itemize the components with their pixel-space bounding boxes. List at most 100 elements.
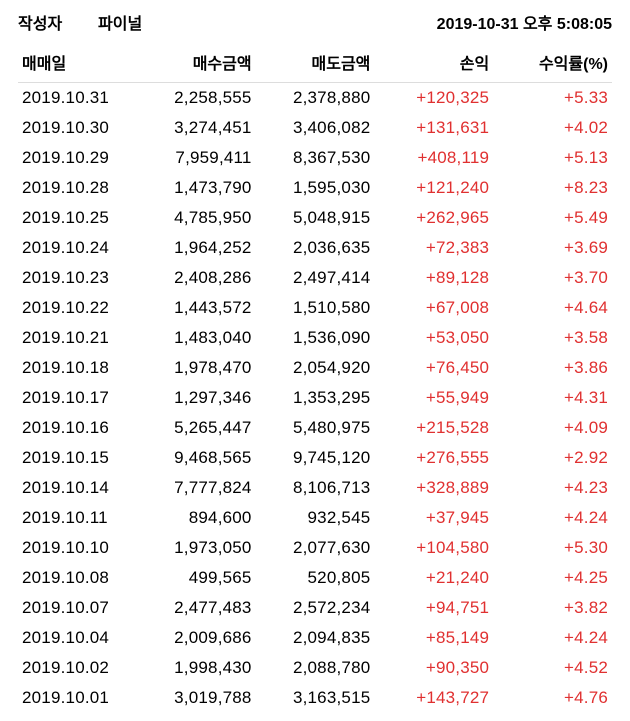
cell-rate: +4.64	[493, 293, 612, 323]
table-row: 2019.10.021,998,4302,088,780+90,350+4.52	[18, 653, 612, 683]
table-row: 2019.10.181,978,4702,054,920+76,450+3.86	[18, 353, 612, 383]
table-row: 2019.10.08499,565520,805+21,240+4.25	[18, 563, 612, 593]
cell-pl: +37,945	[374, 503, 493, 533]
table-row: 2019.10.303,274,4513,406,082+131,631+4.0…	[18, 113, 612, 143]
cell-buy: 7,777,824	[137, 473, 256, 503]
cell-buy: 4,785,950	[137, 203, 256, 233]
cell-buy: 499,565	[137, 563, 256, 593]
cell-rate: +4.31	[493, 383, 612, 413]
cell-rate: +4.76	[493, 683, 612, 713]
cell-pl: +408,119	[374, 143, 493, 173]
table-header-row: 매매일 매수금액 매도금액 손익 수익률(%)	[18, 42, 612, 83]
cell-rate: +3.82	[493, 593, 612, 623]
col-header-sell: 매도금액	[256, 42, 375, 83]
cell-buy: 1,998,430	[137, 653, 256, 683]
cell-date: 2019.10.30	[18, 113, 137, 143]
cell-sell: 932,545	[256, 503, 375, 533]
cell-rate: +2.92	[493, 443, 612, 473]
cell-sell: 1,353,295	[256, 383, 375, 413]
cell-buy: 2,009,686	[137, 623, 256, 653]
cell-rate: +3.86	[493, 353, 612, 383]
cell-pl: +131,631	[374, 113, 493, 143]
cell-rate: +5.13	[493, 143, 612, 173]
cell-rate: +4.52	[493, 653, 612, 683]
cell-buy: 2,408,286	[137, 263, 256, 293]
cell-pl: +85,149	[374, 623, 493, 653]
cell-buy: 1,443,572	[137, 293, 256, 323]
cell-date: 2019.10.17	[18, 383, 137, 413]
cell-buy: 1,973,050	[137, 533, 256, 563]
cell-date: 2019.10.15	[18, 443, 137, 473]
author-name: 파이널	[98, 10, 142, 34]
cell-pl: +90,350	[374, 653, 493, 683]
cell-pl: +89,128	[374, 263, 493, 293]
cell-pl: +215,528	[374, 413, 493, 443]
cell-sell: 2,054,920	[256, 353, 375, 383]
cell-sell: 9,745,120	[256, 443, 375, 473]
cell-date: 2019.10.04	[18, 623, 137, 653]
cell-buy: 1,473,790	[137, 173, 256, 203]
cell-sell: 1,510,580	[256, 293, 375, 323]
cell-pl: +121,240	[374, 173, 493, 203]
cell-sell: 1,595,030	[256, 173, 375, 203]
cell-buy: 9,468,565	[137, 443, 256, 473]
cell-pl: +76,450	[374, 353, 493, 383]
cell-sell: 5,480,975	[256, 413, 375, 443]
cell-date: 2019.10.16	[18, 413, 137, 443]
cell-date: 2019.10.07	[18, 593, 137, 623]
cell-buy: 7,959,411	[137, 143, 256, 173]
trade-table: 매매일 매수금액 매도금액 손익 수익률(%) 2019.10.312,258,…	[18, 42, 612, 713]
cell-date: 2019.10.08	[18, 563, 137, 593]
cell-pl: +72,383	[374, 233, 493, 263]
cell-pl: +120,325	[374, 83, 493, 114]
table-row: 2019.10.221,443,5721,510,580+67,008+4.64	[18, 293, 612, 323]
cell-date: 2019.10.24	[18, 233, 137, 263]
table-row: 2019.10.241,964,2522,036,635+72,383+3.69	[18, 233, 612, 263]
cell-rate: +8.23	[493, 173, 612, 203]
cell-date: 2019.10.28	[18, 173, 137, 203]
cell-rate: +5.33	[493, 83, 612, 114]
table-row: 2019.10.072,477,4832,572,234+94,751+3.82	[18, 593, 612, 623]
cell-rate: +5.49	[493, 203, 612, 233]
cell-sell: 2,572,234	[256, 593, 375, 623]
cell-pl: +94,751	[374, 593, 493, 623]
cell-pl: +328,889	[374, 473, 493, 503]
col-header-buy: 매수금액	[137, 42, 256, 83]
cell-pl: +67,008	[374, 293, 493, 323]
cell-date: 2019.10.22	[18, 293, 137, 323]
table-row: 2019.10.211,483,0401,536,090+53,050+3.58	[18, 323, 612, 353]
cell-date: 2019.10.02	[18, 653, 137, 683]
cell-buy: 2,477,483	[137, 593, 256, 623]
cell-date: 2019.10.11	[18, 503, 137, 533]
cell-pl: +143,727	[374, 683, 493, 713]
cell-date: 2019.10.31	[18, 83, 137, 114]
table-row: 2019.10.11894,600932,545+37,945+4.24	[18, 503, 612, 533]
header: 작성자 파이널 2019-10-31 오후 5:08:05	[18, 8, 612, 40]
table-row: 2019.10.312,258,5552,378,880+120,325+5.3…	[18, 83, 612, 114]
table-row: 2019.10.147,777,8248,106,713+328,889+4.2…	[18, 473, 612, 503]
cell-rate: +3.58	[493, 323, 612, 353]
table-row: 2019.10.159,468,5659,745,120+276,555+2.9…	[18, 443, 612, 473]
timestamp: 2019-10-31 오후 5:08:05	[437, 10, 612, 34]
cell-date: 2019.10.01	[18, 683, 137, 713]
col-header-date: 매매일	[18, 42, 137, 83]
table-row: 2019.10.165,265,4475,480,975+215,528+4.0…	[18, 413, 612, 443]
cell-date: 2019.10.29	[18, 143, 137, 173]
cell-buy: 894,600	[137, 503, 256, 533]
cell-sell: 520,805	[256, 563, 375, 593]
cell-rate: +4.24	[493, 503, 612, 533]
cell-buy: 1,297,346	[137, 383, 256, 413]
cell-date: 2019.10.23	[18, 263, 137, 293]
cell-rate: +4.02	[493, 113, 612, 143]
cell-sell: 8,367,530	[256, 143, 375, 173]
table-row: 2019.10.101,973,0502,077,630+104,580+5.3…	[18, 533, 612, 563]
cell-buy: 1,483,040	[137, 323, 256, 353]
cell-sell: 3,406,082	[256, 113, 375, 143]
cell-pl: +104,580	[374, 533, 493, 563]
cell-rate: +4.24	[493, 623, 612, 653]
table-row: 2019.10.013,019,7883,163,515+143,727+4.7…	[18, 683, 612, 713]
cell-sell: 1,536,090	[256, 323, 375, 353]
cell-sell: 2,077,630	[256, 533, 375, 563]
author-label: 작성자	[18, 10, 98, 34]
cell-date: 2019.10.21	[18, 323, 137, 353]
